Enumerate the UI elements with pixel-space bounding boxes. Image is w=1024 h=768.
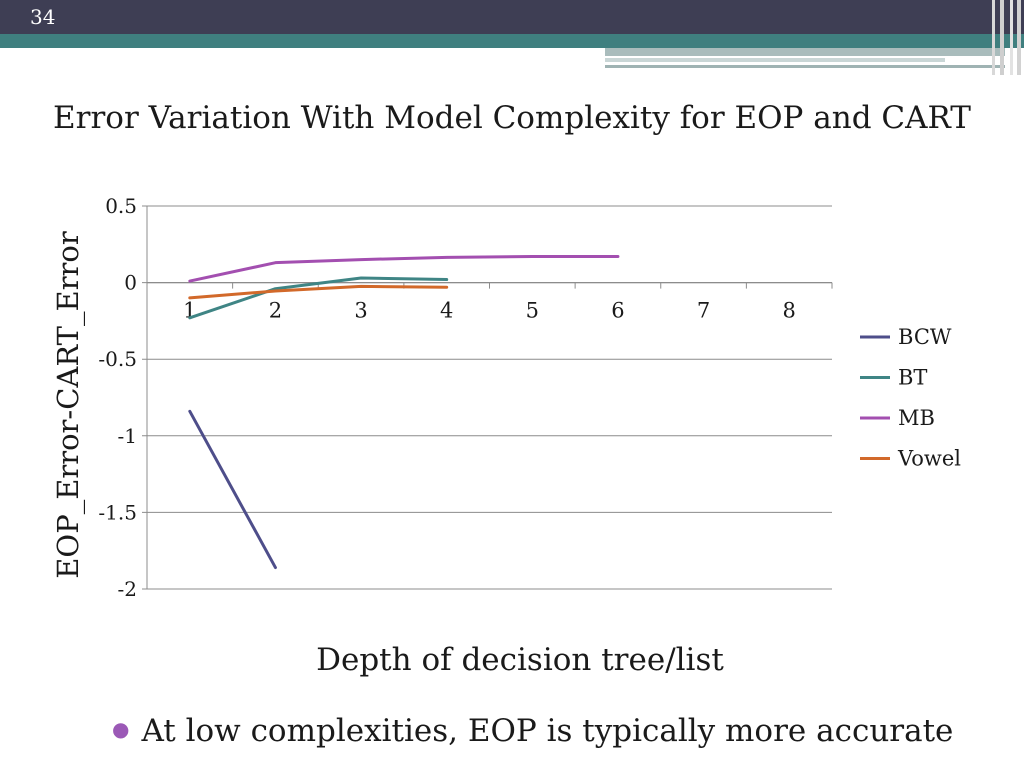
slide-header-banner bbox=[0, 0, 1024, 75]
banner-accent-bottom bbox=[605, 65, 1005, 68]
y-tick-label: -1 bbox=[118, 424, 137, 448]
x-axis-label: Depth of decision tree/list bbox=[316, 642, 724, 678]
legend-label-vowel: Vowel bbox=[897, 447, 961, 471]
chart-series bbox=[188, 255, 620, 570]
legend-label-bcw: BCW bbox=[898, 325, 952, 349]
banner-edge-line-3 bbox=[1010, 0, 1013, 75]
bullet-dot-icon: ● bbox=[112, 717, 130, 741]
bullet-item: ● At low complexities, EOP is typically m… bbox=[112, 713, 953, 749]
x-tick-label: 3 bbox=[354, 299, 367, 323]
series-line-bcw bbox=[188, 409, 277, 570]
series-line-mb bbox=[188, 255, 620, 283]
banner-dark-bar bbox=[0, 0, 1024, 34]
x-tick-label: 7 bbox=[697, 299, 710, 323]
y-tick-label: 0 bbox=[124, 271, 137, 295]
x-tick-label: 5 bbox=[526, 299, 539, 323]
banner-accent-thin bbox=[605, 58, 945, 62]
series-line-vowel bbox=[188, 284, 449, 300]
y-axis-label: EOP_Error-CART_Error bbox=[51, 231, 86, 579]
banner-accent-bar bbox=[605, 48, 1005, 56]
x-tick-label: 8 bbox=[783, 299, 796, 323]
slide-number: 34 bbox=[30, 5, 56, 29]
chart-legend: BCW BT MB Vowel bbox=[860, 325, 961, 471]
slide-title: Error Variation With Model Complexity fo… bbox=[53, 100, 971, 136]
legend-label-mb: MB bbox=[898, 406, 935, 430]
y-tick-label: -0.5 bbox=[98, 347, 137, 371]
y-tick-label: -2 bbox=[118, 577, 137, 601]
bullet-text: At low complexities, EOP is typically mo… bbox=[141, 713, 954, 749]
banner-edge-line-2 bbox=[1000, 0, 1004, 75]
y-tick-label: -1.5 bbox=[98, 500, 137, 524]
chart-axes: 0.50-0.5-1-1.5-21 2 3 4 5 6 7 8 bbox=[98, 194, 833, 601]
legend-label-bt: BT bbox=[898, 366, 927, 390]
y-tick-label: 0.5 bbox=[105, 194, 137, 218]
banner-edge-line-4 bbox=[1017, 0, 1021, 75]
x-tick-label: 2 bbox=[269, 299, 282, 323]
banner-edge-line-1 bbox=[992, 0, 995, 75]
banner-teal-bar bbox=[0, 34, 1024, 48]
x-tick-label: 4 bbox=[440, 299, 453, 323]
series-line-bt bbox=[188, 276, 449, 320]
x-tick-label: 6 bbox=[611, 299, 624, 323]
chart-gridlines bbox=[142, 205, 832, 590]
